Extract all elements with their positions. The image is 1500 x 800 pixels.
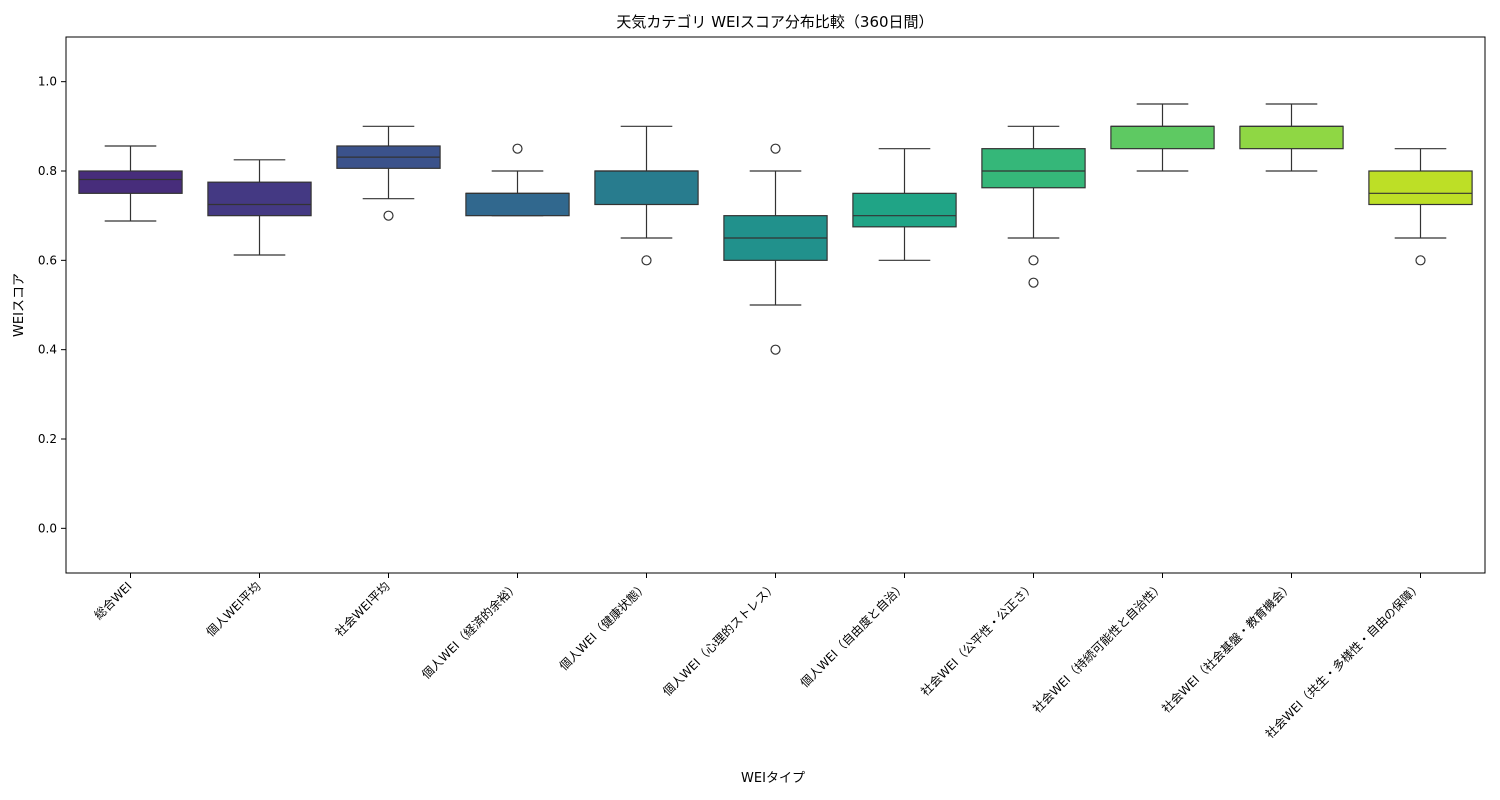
x-axis: 総合WEI 個人WEI平均 社会WEI平均 個人WEI（経済的余裕） 個人WEI（健康状… xyxy=(91,573,1425,741)
outlier-point xyxy=(1415,255,1426,266)
box-iqr xyxy=(594,170,699,206)
outlier-point xyxy=(512,143,523,154)
y-tick-label: 0.8 xyxy=(38,164,57,178)
outlier-point xyxy=(641,255,652,266)
outlier-point xyxy=(770,143,781,154)
box-iqr xyxy=(207,181,312,217)
box-5 xyxy=(594,125,699,266)
box-7 xyxy=(852,148,957,261)
x-tick-label: 社会WEI（社会基盤・教育機会） xyxy=(1158,579,1295,716)
x-tick-label: 個人WEI（健康状態） xyxy=(556,579,651,674)
box-iqr xyxy=(852,192,957,228)
x-tick-label: 個人WEI（自由度と自治） xyxy=(797,579,909,691)
y-axis: 0.0 0.2 0.4 0.6 0.8 1.0 xyxy=(38,75,66,535)
y-axis-label: WEIスコア xyxy=(12,273,27,337)
y-tick-label: 0.2 xyxy=(38,432,57,446)
box-iqr xyxy=(981,148,1086,189)
x-tick-label: 社会WEI（共生・多様性・自由の保障） xyxy=(1262,579,1425,742)
box-11 xyxy=(1368,148,1473,266)
box-2 xyxy=(207,159,312,256)
box-iqr xyxy=(1110,125,1215,150)
y-tick-label: 0.6 xyxy=(38,253,57,267)
box-1 xyxy=(78,145,183,222)
box-iqr xyxy=(1239,125,1344,150)
y-tick-label: 0.0 xyxy=(38,521,57,535)
x-tick-label: 個人WEI平均 xyxy=(204,579,264,639)
box-iqr xyxy=(465,192,570,217)
x-tick-label: 個人WEI（経済的余裕） xyxy=(418,579,521,682)
outlier-point xyxy=(383,210,394,221)
box-8 xyxy=(981,125,1086,288)
boxes-layer xyxy=(78,103,1473,355)
x-tick-label: 個人WEI（心理的ストレス） xyxy=(659,579,779,699)
y-tick-label: 1.0 xyxy=(38,75,57,89)
box-3 xyxy=(336,125,441,221)
outlier-point xyxy=(1028,255,1039,266)
outlier-point xyxy=(770,344,781,355)
box-9 xyxy=(1110,103,1215,172)
x-axis-label: WEIタイプ xyxy=(741,771,805,786)
x-tick-label: 総合WEI xyxy=(91,579,135,623)
box-iqr xyxy=(78,170,183,194)
box-10 xyxy=(1239,103,1344,172)
x-tick-label: 社会WEI（持続可能性と自治性） xyxy=(1029,579,1166,716)
outlier-point xyxy=(1028,277,1039,288)
box-iqr xyxy=(1368,170,1473,206)
x-tick-label: 社会WEI（公平性・公正さ） xyxy=(917,579,1037,699)
chart-title: 天気カテゴリ WEIスコア分布比較（360日間） xyxy=(616,13,933,31)
x-tick-label: 社会WEI平均 xyxy=(332,579,393,640)
box-4 xyxy=(465,143,570,217)
y-tick-label: 0.4 xyxy=(38,343,57,357)
box-6 xyxy=(723,143,828,355)
